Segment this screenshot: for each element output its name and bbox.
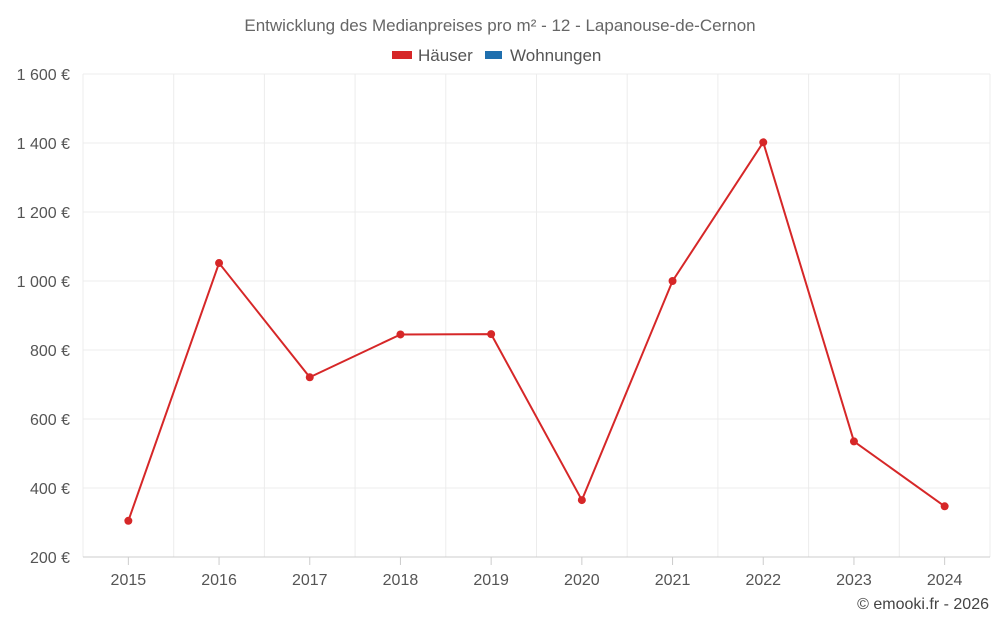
x-tick-label: 2023 xyxy=(836,572,872,589)
y-tick-label: 800 € xyxy=(30,343,70,360)
x-tick-label: 2020 xyxy=(564,572,600,589)
legend-item-haeuser[interactable]: Häuser xyxy=(392,46,473,65)
x-axis-ticks: 2015 2016 2017 2018 2019 2020 2021 2022 2023 2024 xyxy=(111,557,963,589)
data-point-haeuser[interactable] xyxy=(668,277,677,285)
data-point-haeuser[interactable] xyxy=(940,502,949,511)
y-tick-label: 600 € xyxy=(30,412,70,429)
data-point-haeuser[interactable] xyxy=(215,259,224,268)
y-tick-label: 1 400 € xyxy=(17,136,70,153)
legend-item-wohnungen[interactable]: Wohnungen xyxy=(485,46,601,65)
y-tick-label: 200 € xyxy=(30,550,70,567)
y-tick-label: 400 € xyxy=(30,481,70,498)
y-tick-label: 1 000 € xyxy=(17,274,70,291)
x-tick-label: 2016 xyxy=(201,572,237,589)
x-tick-label: 2017 xyxy=(292,572,328,589)
legend-swatch-haeuser xyxy=(392,51,412,59)
credit-text: © emooki.fr - 2026 xyxy=(857,596,989,613)
x-tick-label: 2022 xyxy=(745,572,781,589)
y-axis-ticks: 200 € 400 € 600 € 800 € 1 000 € 1 200 € 1 400 … xyxy=(17,67,70,567)
data-point-haeuser[interactable] xyxy=(759,138,768,147)
legend: Häuser Wohnungen xyxy=(392,46,601,65)
legend-swatch-wohnungen xyxy=(485,51,502,59)
data-point-haeuser[interactable] xyxy=(487,330,496,339)
data-point-haeuser[interactable] xyxy=(849,437,858,446)
x-tick-label: 2024 xyxy=(927,572,963,589)
x-tick-label: 2021 xyxy=(655,572,691,589)
legend-label-wohnungen: Wohnungen xyxy=(510,46,601,65)
series-line-haeuser xyxy=(127,141,946,522)
data-point-haeuser[interactable] xyxy=(305,373,314,382)
data-point-haeuser[interactable] xyxy=(396,330,405,339)
grid xyxy=(82,73,991,557)
y-tick-label: 1 600 € xyxy=(17,67,70,84)
legend-label-haeuser: Häuser xyxy=(418,46,473,65)
series-haeuser xyxy=(124,138,949,525)
x-tick-label: 2019 xyxy=(473,572,509,589)
x-tick-label: 2015 xyxy=(111,572,147,589)
data-point-haeuser[interactable] xyxy=(577,496,586,505)
y-tick-label: 1 200 € xyxy=(17,205,70,222)
x-tick-label: 2018 xyxy=(383,572,419,589)
chart-title: Entwicklung des Medianpreises pro m² - 1… xyxy=(244,16,755,35)
data-point-haeuser[interactable] xyxy=(124,516,133,525)
